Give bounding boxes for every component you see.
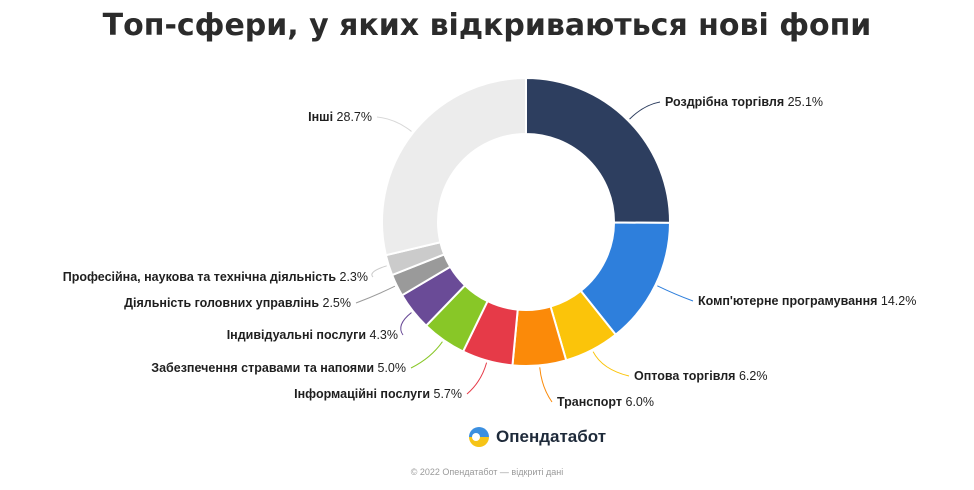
slice-label-name: Роздрібна торгівля [665,95,788,109]
slice-label-value: 2.5% [323,296,352,310]
donut-slices [381,76,672,367]
slice-label-0: Роздрібна торгівля 25.1% [665,95,823,109]
slice-label-2: Оптова торгівля 6.2% [634,369,767,383]
slice-label-name: Інформаційні послуги [294,387,433,401]
slice-label-value: 2.3% [340,270,369,284]
leader-line-8 [371,265,387,278]
slice-label-9: Інші 28.7% [308,110,372,124]
slice-label-name: Інші [308,110,336,124]
leader-line-9 [376,116,412,132]
slice-label-7: Діяльність головних управлінь 2.5% [124,296,351,310]
slice-label-value: 25.1% [788,95,823,109]
slice-label-name: Забезпечення стравами та напоями [151,361,377,375]
slice-label-value: 5.0% [378,361,407,375]
slice-label-name: Професійна, наукова та технічна діяльніс… [63,270,340,284]
slice-label-4: Інформаційні послуги 5.7% [294,387,462,401]
footer-copyright: © 2022 Опендатабот — відкриті дані [410,467,564,477]
slice-labels: Роздрібна торгівля 25.1% Комп'ютерне прог… [63,95,917,409]
leader-line-4 [466,362,488,395]
slice-label-value: 28.7% [337,110,372,124]
slice-label-name: Оптова торгівля [634,369,739,383]
leader-line-1 [657,285,694,302]
slice-label-name: Діяльність головних управлінь [124,296,322,310]
leader-line-0 [629,101,661,120]
slice-0 [525,76,671,224]
leader-line-3 [539,367,553,403]
slice-label-name: Транспорт [557,395,626,409]
slice-label-5: Забезпечення стравами та напоями 5.0% [151,361,406,375]
leader-line-7 [355,285,396,304]
slice-label-1: Комп'ютерне програмування 14.2% [698,294,916,308]
leader-line-6 [400,312,412,336]
leader-line-2 [592,351,630,377]
chart-title: Топ-сфери, у яких відкриваються нові фоп… [102,8,872,43]
slice-label-3: Транспорт 6.0% [557,395,654,409]
slice-label-value: 6.0% [626,395,655,409]
opendatabot-logo-icon [469,427,489,447]
slice-label-8: Професійна, наукова та технічна діяльніс… [63,270,368,284]
label-leader-lines [355,101,694,403]
brand-logo: Опендатабот [468,426,606,448]
slice-9 [381,76,527,257]
brand-name: Опендатабот [496,427,607,446]
slice-label-name: Індивідуальні послуги [227,328,370,342]
slice-label-value: 5.7% [434,387,463,401]
slice-label-6: Індивідуальні послуги 4.3% [227,328,398,342]
slice-label-name: Комп'ютерне програмування [698,294,881,308]
slice-label-value: 14.2% [881,294,916,308]
slice-label-value: 4.3% [370,328,399,342]
slice-label-value: 6.2% [739,369,768,383]
leader-line-5 [410,341,443,369]
